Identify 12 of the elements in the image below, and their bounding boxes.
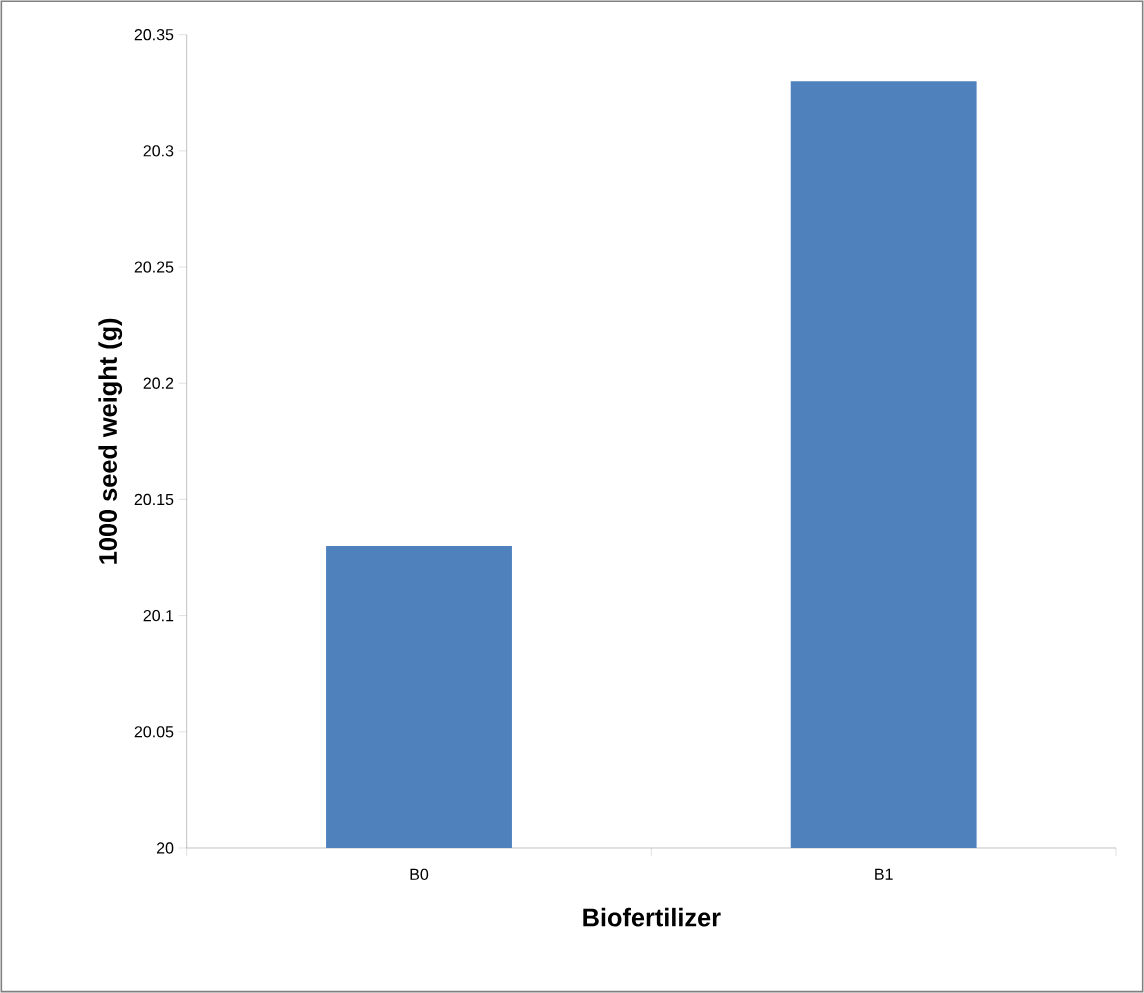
y-tick-label: 20.25: [134, 261, 174, 273]
y-axis-title: 1000 seed weight (g): [98, 318, 123, 564]
x-tick-label: B0: [410, 868, 429, 881]
y-tick-label: 20.05: [134, 726, 174, 738]
x-tick-label: B1: [875, 868, 893, 880]
y-tick-label: 20.1: [143, 609, 174, 622]
x-axis-title: Biofertilizer: [583, 907, 721, 927]
y-tick-label: 20.3: [143, 145, 174, 157]
y-tick-label: 20: [156, 842, 174, 854]
y-tick-label: 20.15: [134, 493, 174, 506]
y-tick-label: 20.35: [134, 29, 174, 41]
y-tick-label: 20.2: [143, 377, 174, 389]
